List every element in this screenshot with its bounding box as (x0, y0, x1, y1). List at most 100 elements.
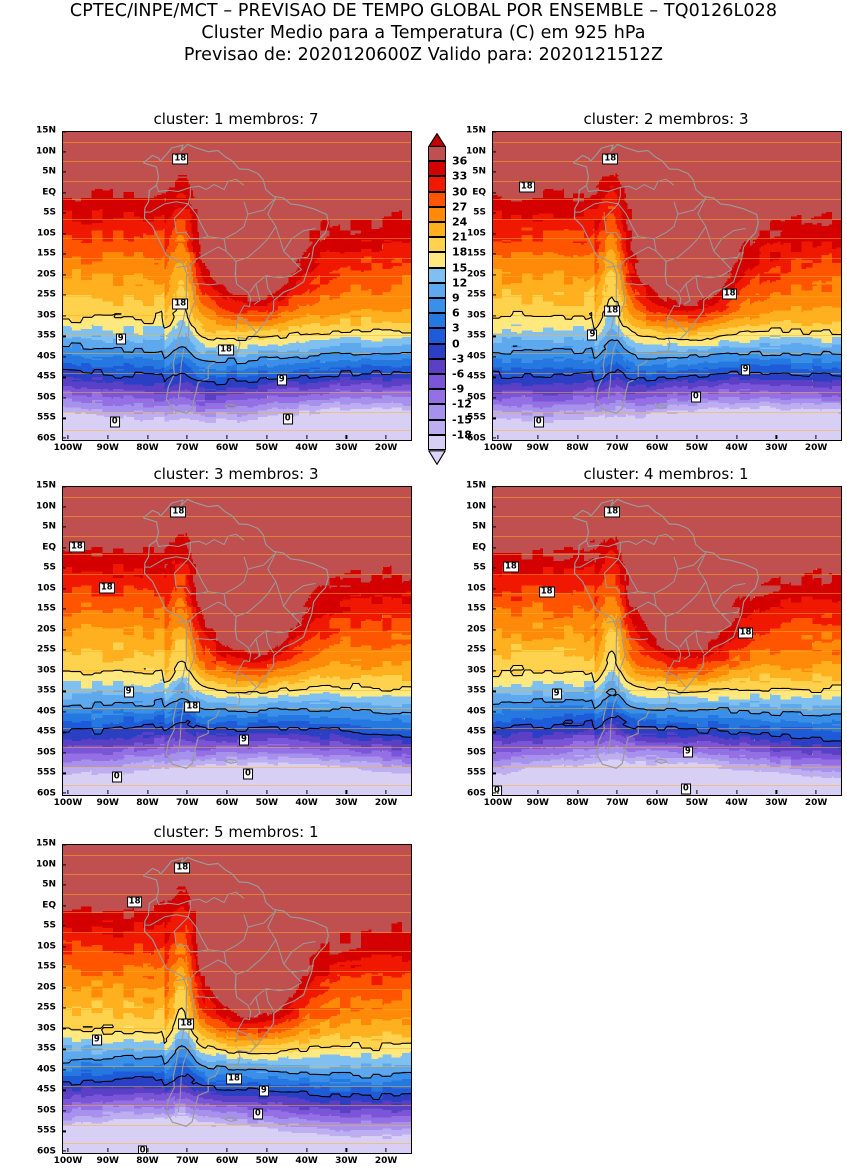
colorbar-segment (428, 191, 446, 207)
temperature-field-cluster-4 (493, 487, 841, 795)
y-axis-tick (492, 711, 496, 713)
y-axis-tick (62, 1007, 66, 1009)
y-axis-label: 35S (466, 685, 486, 696)
x-axis-tick (226, 435, 228, 439)
y-axis-tick (62, 171, 66, 173)
y-axis-tick (62, 844, 66, 846)
y-axis-tick (62, 608, 66, 610)
x-axis-label: 90W (96, 798, 119, 808)
chart-header: CPTEC/INPE/MCT – PREVISAO DE TEMPO GLOBA… (0, 0, 847, 66)
y-axis-tick (492, 567, 496, 569)
contour-label: 18 (604, 506, 621, 518)
y-axis-tick (492, 547, 496, 549)
colorbar-segment (428, 206, 446, 222)
y-axis-tick (62, 437, 66, 439)
colorbar-tick-label: -15 (452, 413, 472, 427)
contour-label: 18 (737, 627, 754, 639)
colorbar-segment (428, 434, 446, 450)
colorbar-tick-label: -9 (452, 382, 465, 396)
x-axis-tick (775, 790, 777, 794)
x-axis-label: 70W (606, 798, 629, 808)
y-axis-tick (62, 233, 66, 235)
y-axis-label: 60S (466, 433, 486, 444)
y-axis-tick (62, 505, 66, 508)
x-axis-tick (186, 790, 188, 794)
y-axis-label: 50S (466, 747, 486, 758)
x-axis-tick (385, 790, 387, 794)
y-axis-tick (62, 1028, 66, 1030)
colorbar-tick-label: 33 (452, 169, 468, 183)
contour-label: 18 (178, 1018, 195, 1030)
x-axis-tick (815, 790, 817, 794)
contour-label: 0 (109, 416, 120, 428)
x-axis-label: 30W (335, 1156, 358, 1166)
colorbar-tick-label: 24 (452, 215, 468, 229)
colorbar-segment (428, 222, 446, 238)
x-axis-tick (67, 435, 69, 439)
y-axis-tick (62, 547, 66, 549)
y-axis-label: 35S (36, 330, 56, 341)
x-axis-label: 60W (215, 798, 239, 808)
colorbar-tick-label: 27 (452, 200, 468, 214)
y-axis-label: 5S (43, 207, 56, 218)
colorbar-segment (428, 389, 446, 405)
map-plot-cluster-2: 18 18 18 18 9 9 0 0 (492, 131, 842, 441)
colorbar-tick-label: 0 (452, 337, 460, 351)
y-axis-tick (62, 752, 66, 754)
x-axis-tick (497, 790, 499, 794)
x-axis-tick (537, 435, 539, 439)
contour-label: 18 (218, 344, 234, 356)
x-axis-label: 40W (725, 443, 748, 453)
x-axis-label: 80W (136, 443, 159, 453)
x-axis-label: 50W (255, 798, 279, 808)
y-axis-label: EQ (42, 542, 56, 553)
y-axis-label: 5N (42, 166, 56, 177)
panel-title-cluster-2: cluster: 2 membros: 3 (583, 110, 749, 128)
x-axis-tick (306, 1148, 308, 1152)
y-axis-label: 5S (473, 562, 486, 573)
y-axis-label: 5N (42, 521, 56, 532)
y-axis-label: 50S (36, 392, 56, 403)
y-axis-tick (492, 526, 496, 528)
x-axis-tick (576, 435, 579, 439)
y-axis-tick (62, 417, 66, 420)
y-axis-tick (492, 731, 496, 733)
x-axis-tick (385, 1148, 387, 1152)
temperature-field-cluster-5 (63, 845, 411, 1153)
contour-label: 18 (68, 541, 85, 553)
y-axis-tick (492, 233, 496, 235)
y-axis-label: 20S (466, 624, 486, 635)
y-axis-tick (62, 1130, 66, 1133)
x-axis-tick (656, 435, 658, 439)
colorbar-tick-label: 30 (452, 185, 468, 199)
y-axis-tick (62, 356, 66, 358)
contour-label: 0 (282, 413, 293, 425)
y-axis-label: 25S (466, 289, 486, 300)
x-axis-tick (815, 435, 817, 439)
x-axis-label: 40W (295, 443, 318, 453)
y-axis-tick (62, 731, 66, 733)
y-axis-tick (62, 376, 66, 378)
x-axis-label: 60W (645, 443, 669, 453)
map-plot-cluster-5: 18 18 18 18 9 9 0 0 (62, 844, 412, 1154)
contour-label: 9 (258, 1085, 269, 1097)
x-axis-label: 70W (176, 798, 199, 808)
y-axis-label: 60S (36, 433, 56, 444)
x-axis-tick (696, 435, 698, 439)
panel-cluster-3: cluster: 3 membros: 3 18 18 18 18 9 9 0 0 15N 10N 5… (28, 465, 416, 813)
y-axis-label: 55S (466, 767, 486, 778)
y-axis-tick (492, 792, 496, 794)
x-axis-tick (537, 790, 539, 794)
contour-label: 9 (238, 734, 249, 746)
y-axis-label: EQ (472, 187, 486, 198)
y-axis-tick (62, 1048, 66, 1050)
x-axis-label: 60W (645, 798, 669, 808)
contour-label: 9 (115, 333, 126, 345)
contour-label: 0 (680, 783, 691, 795)
y-axis-label: 15N (35, 125, 56, 136)
x-axis-tick (576, 790, 579, 794)
y-axis-label: 20S (466, 269, 486, 280)
y-axis-label: 25S (36, 1002, 56, 1013)
x-axis-label: 20W (374, 443, 398, 453)
x-axis-tick (146, 435, 149, 439)
